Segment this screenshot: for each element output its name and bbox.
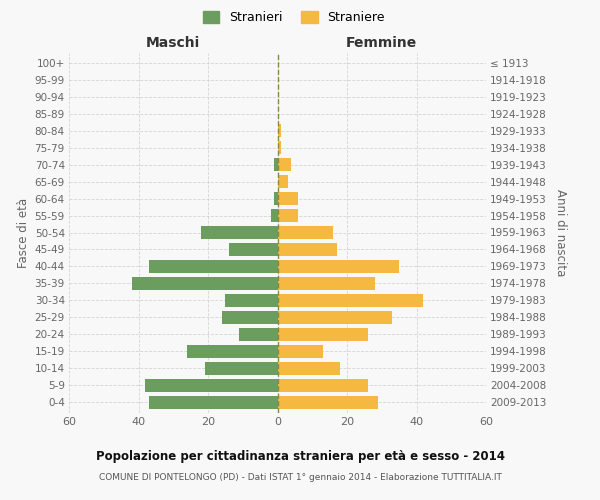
Bar: [131, 277, 277, 290]
Bar: [145, 379, 277, 392]
Bar: [277, 175, 288, 188]
Bar: [277, 243, 337, 256]
Bar: [229, 243, 277, 256]
Text: COMUNE DI PONTELONGO (PD) - Dati ISTAT 1° gennaio 2014 - Elaborazione TUTTITALIA: COMUNE DI PONTELONGO (PD) - Dati ISTAT 1…: [98, 472, 502, 482]
Bar: [277, 294, 424, 307]
Bar: [201, 226, 277, 239]
Bar: [271, 209, 277, 222]
Bar: [277, 311, 392, 324]
Bar: [222, 311, 277, 324]
Bar: [277, 192, 298, 205]
Bar: [277, 328, 368, 341]
Bar: [277, 362, 340, 374]
Bar: [277, 158, 292, 171]
Bar: [277, 396, 378, 408]
Bar: [277, 209, 298, 222]
Bar: [149, 260, 277, 273]
Bar: [239, 328, 277, 341]
Bar: [277, 141, 281, 154]
Bar: [149, 396, 277, 408]
Bar: [277, 260, 399, 273]
Bar: [274, 192, 277, 205]
Bar: [277, 124, 281, 137]
Bar: [277, 379, 368, 392]
Bar: [187, 345, 277, 358]
Y-axis label: Fasce di età: Fasce di età: [17, 198, 31, 268]
Bar: [277, 277, 375, 290]
Y-axis label: Anni di nascita: Anni di nascita: [554, 189, 567, 276]
Text: Maschi: Maschi: [146, 36, 200, 50]
Bar: [274, 158, 277, 171]
Bar: [226, 294, 277, 307]
Text: Femmine: Femmine: [346, 36, 418, 50]
Bar: [277, 226, 333, 239]
Bar: [277, 345, 323, 358]
Legend: Stranieri, Straniere: Stranieri, Straniere: [198, 6, 390, 29]
Bar: [205, 362, 277, 374]
Text: Popolazione per cittadinanza straniera per età e sesso - 2014: Popolazione per cittadinanza straniera p…: [95, 450, 505, 463]
